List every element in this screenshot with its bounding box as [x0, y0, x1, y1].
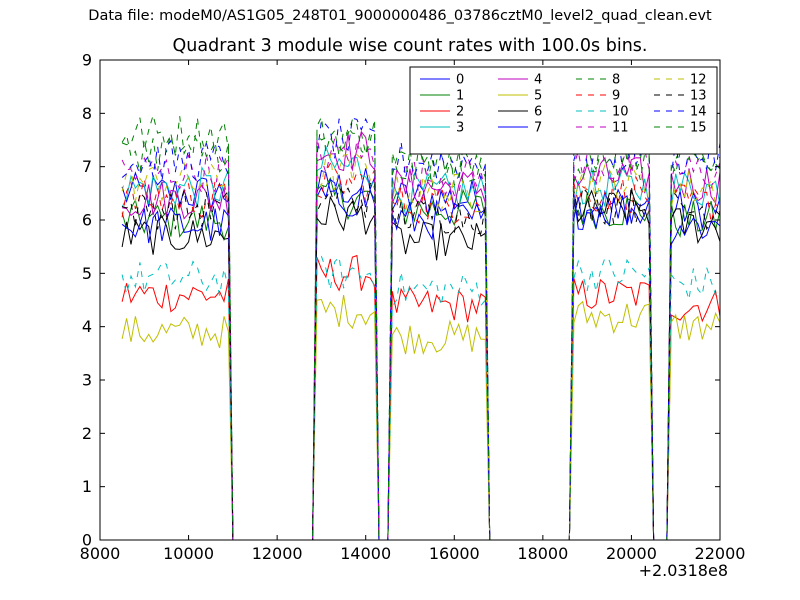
legend-box: [409, 66, 718, 155]
x-tick-label: 8000: [80, 544, 121, 563]
legend-label-4: 4: [534, 73, 542, 88]
x-tick-label: 22000: [695, 544, 746, 563]
legend-label-3: 3: [456, 121, 464, 136]
series-line-9: [121, 162, 720, 540]
series-line-2: [121, 254, 720, 540]
series-line-7: [121, 178, 720, 540]
legend-label-0: 0: [456, 73, 464, 88]
y-tick-label: 0: [82, 531, 92, 550]
legend-label-11: 11: [612, 121, 629, 136]
series-line-3: [121, 144, 720, 540]
legend-label-15: 15: [690, 121, 707, 136]
series-line-0: [121, 168, 720, 540]
legend-label-1: 1: [456, 89, 464, 104]
series-line-10: [121, 255, 720, 540]
x-tick-label: 16000: [429, 544, 480, 563]
y-tick-label: 4: [82, 317, 92, 336]
y-tick-label: 3: [82, 371, 92, 390]
legend-label-12: 12: [690, 73, 707, 88]
series-line-8: [121, 113, 720, 540]
legend-label-10: 10: [612, 105, 629, 120]
legend-label-14: 14: [690, 105, 707, 120]
series-line-1: [121, 176, 720, 540]
plot-frame: [99, 59, 721, 541]
legend-label-7: 7: [534, 121, 542, 136]
series-line-15: [121, 126, 720, 540]
x-tick-label: 12000: [252, 544, 303, 563]
series-line-5: [121, 295, 720, 540]
y-tick-label: 6: [82, 211, 92, 230]
x-tick-label: 18000: [517, 544, 568, 563]
y-tick-label: 2: [82, 424, 92, 443]
x-tick-label: 10000: [163, 544, 214, 563]
series-line-14: [121, 117, 720, 540]
y-tick-label: 7: [82, 157, 92, 176]
legend-label-6: 6: [534, 105, 542, 120]
series-line-6: [121, 189, 720, 540]
chart-title: Quadrant 3 module wise count rates with …: [172, 36, 648, 56]
x-axis-offset-label: +2.0318e8: [638, 561, 728, 580]
x-tick-label: 20000: [606, 544, 657, 563]
y-tick-label: 9: [82, 51, 92, 70]
legend-label-2: 2: [456, 105, 464, 120]
legend-label-9: 9: [612, 89, 620, 104]
legend-label-5: 5: [534, 89, 542, 104]
legend-label-13: 13: [690, 89, 707, 104]
y-tick-label: 5: [82, 264, 92, 283]
y-tick-label: 8: [82, 104, 92, 123]
y-tick-label: 1: [82, 477, 92, 496]
x-tick-label: 14000: [340, 544, 391, 563]
figure-suptitle: Data file: modeM0/AS1G05_248T01_90000004…: [88, 8, 712, 24]
series-line-12: [121, 153, 720, 540]
series-line-13: [121, 180, 720, 540]
legend-label-8: 8: [612, 73, 620, 88]
series-line-4: [122, 130, 720, 540]
